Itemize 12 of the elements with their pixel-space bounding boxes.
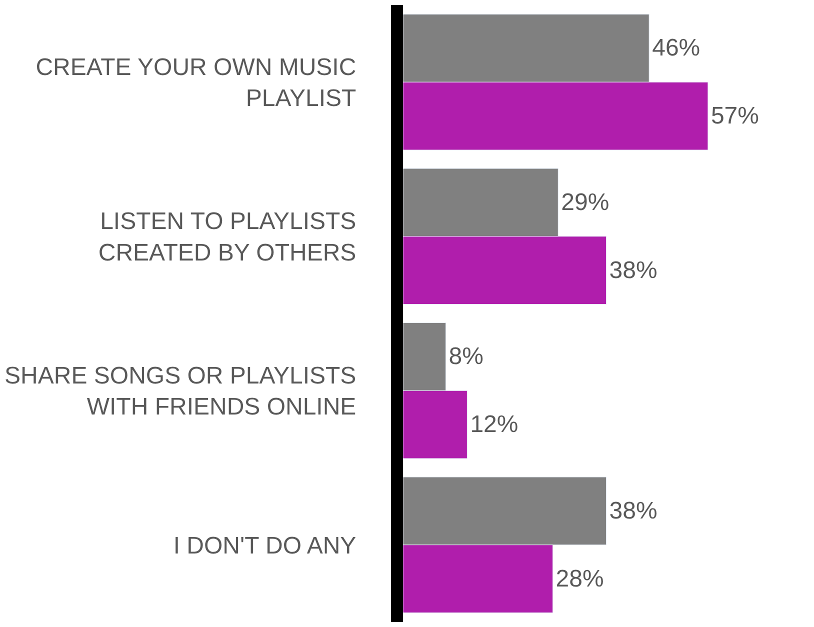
data-label: 28% [556, 565, 604, 592]
data-label: 38% [609, 256, 658, 284]
data-label: 8% [448, 343, 484, 370]
data-label: 29% [561, 188, 610, 216]
y-tick-label: I DON'T DO ANY [173, 532, 356, 560]
data-label: 57% [710, 102, 759, 130]
data-label: 46% [652, 34, 700, 62]
y-tick-label: LISTEN TO PLAYLISTS CREATED BY OTHERS [98, 208, 356, 266]
y-tick-label: SHARE SONGS OR PLAYLISTS WITH FRIENDS ONLINE [4, 362, 356, 421]
y-tick-label: CREATE YOUR OWN MUSIC PLAYLIST [36, 54, 357, 112]
data-label: 12% [470, 411, 518, 438]
data-label: 38% [609, 497, 658, 524]
